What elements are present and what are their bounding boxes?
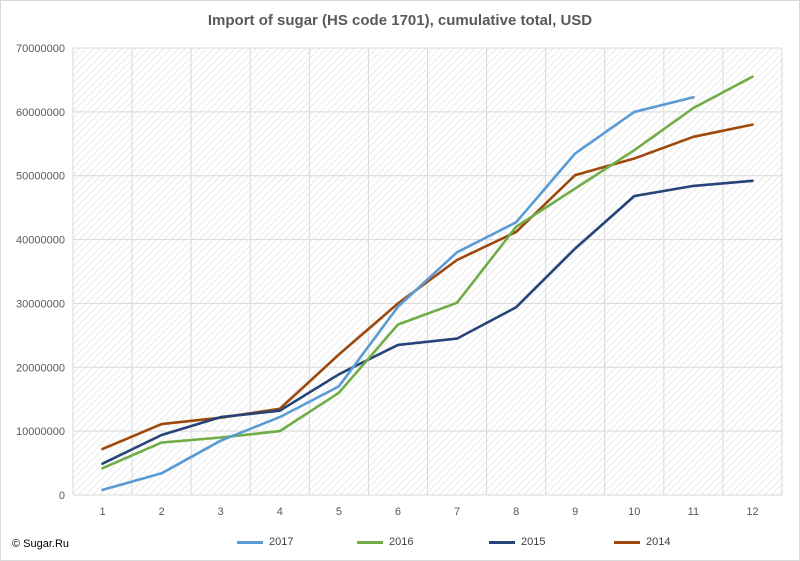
y-tick-label: 30000000	[16, 298, 65, 310]
y-tick-label: 70000000	[16, 43, 65, 55]
chart-title: Import of sugar (HS code 1701), cumulati…	[207, 12, 593, 29]
y-tick-label: 40000000	[16, 235, 65, 247]
x-tick-label: 6	[395, 506, 401, 518]
x-tick-label: 3	[218, 506, 224, 518]
y-tick-label: 60000000	[16, 107, 65, 119]
legend-swatch	[489, 540, 515, 544]
x-tick-label: 9	[572, 506, 578, 518]
legend-label: 2014	[646, 536, 671, 548]
legend-swatch	[237, 540, 263, 544]
x-tick-label: 1	[99, 506, 105, 518]
x-tick-label: 10	[628, 506, 640, 518]
x-tick-label: 12	[746, 506, 758, 518]
legend-item-2016: 2016	[357, 534, 413, 550]
legend-label: 2016	[389, 536, 414, 548]
legend-item-2015: 2015	[489, 534, 545, 550]
series-line-2015	[101, 179, 754, 466]
y-tick-label: 0	[59, 490, 65, 502]
x-tick-label: 8	[513, 506, 519, 518]
x-tick-label: 11	[688, 506, 699, 518]
x-tick-label: 2	[159, 506, 165, 518]
series-line-2016	[101, 75, 754, 470]
legend-item-2017: 2017	[237, 534, 293, 550]
legend-swatch	[357, 540, 383, 544]
legend: 2017 2016 2015 2014	[0, 534, 800, 554]
series-line-2017	[101, 95, 695, 492]
legend-item-2014: 2014	[614, 534, 670, 550]
legend-label: 2017	[269, 536, 294, 548]
x-tick-label: 7	[454, 506, 460, 518]
x-tick-label: 4	[277, 506, 283, 518]
y-tick-label: 10000000	[16, 426, 65, 438]
copyright-text: © Sugar.Ru	[12, 538, 70, 550]
legend-swatch	[614, 540, 640, 544]
y-tick-label: 20000000	[16, 362, 65, 374]
y-tick-label: 50000000	[16, 171, 65, 183]
x-tick-label: 5	[336, 506, 342, 518]
legend-label: 2015	[521, 536, 546, 548]
